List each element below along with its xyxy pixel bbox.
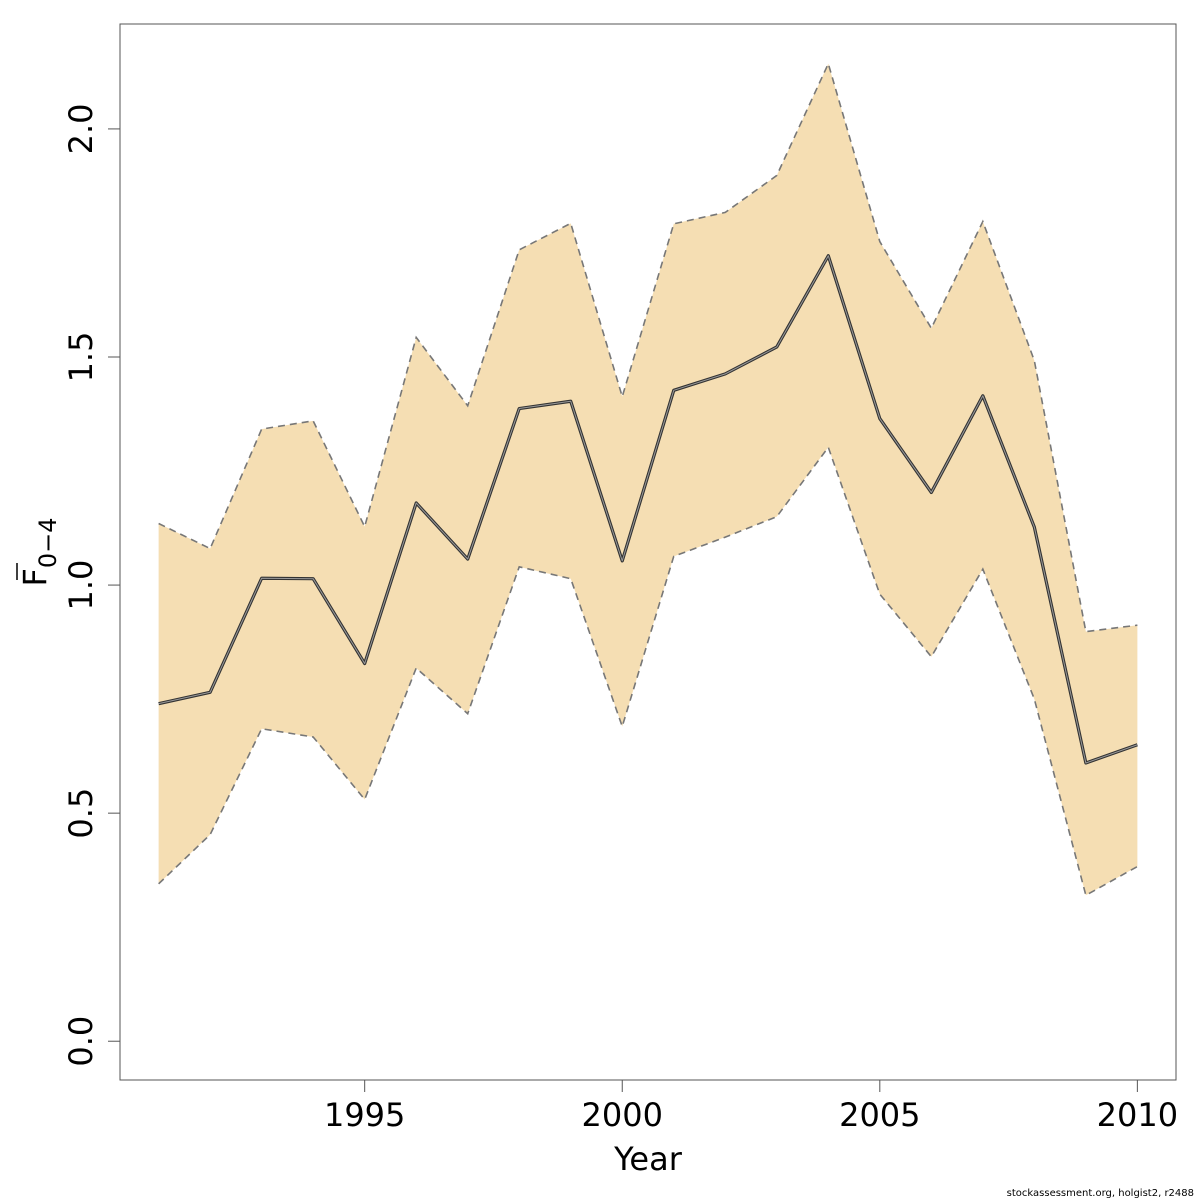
y-axis-title-main: F	[16, 568, 54, 586]
y-tick-label: 2.0	[62, 103, 100, 154]
lower-bound-line	[158, 445, 1138, 897]
svg-text:F0−4: F0−4	[16, 517, 62, 586]
series-lines	[158, 61, 1138, 897]
y-axis-title-sub: 0−4	[34, 517, 62, 568]
x-tick-label: 2000	[582, 1096, 663, 1134]
axes: 1995 2000 2005 2010 0.0 0.5 1.0 1.5 2.0	[62, 103, 1178, 1134]
upper-bound-line	[158, 61, 1138, 633]
x-tick-label: 2010	[1097, 1096, 1178, 1134]
x-axis-title: Year	[613, 1140, 683, 1178]
y-tick-label: 1.5	[62, 332, 100, 383]
estimate-line-inner	[158, 255, 1138, 764]
y-tick-label: 0.5	[62, 788, 100, 839]
y-tick-label: 1.0	[62, 560, 100, 611]
footer-text: stockassessment.org, holgist2, r2488	[1007, 1188, 1194, 1199]
y-axis-title: F0−4	[16, 517, 62, 586]
x-tick-label: 1995	[324, 1096, 405, 1134]
y-tick-label: 0.0	[62, 1016, 100, 1067]
x-tick-label: 2005	[839, 1096, 920, 1134]
